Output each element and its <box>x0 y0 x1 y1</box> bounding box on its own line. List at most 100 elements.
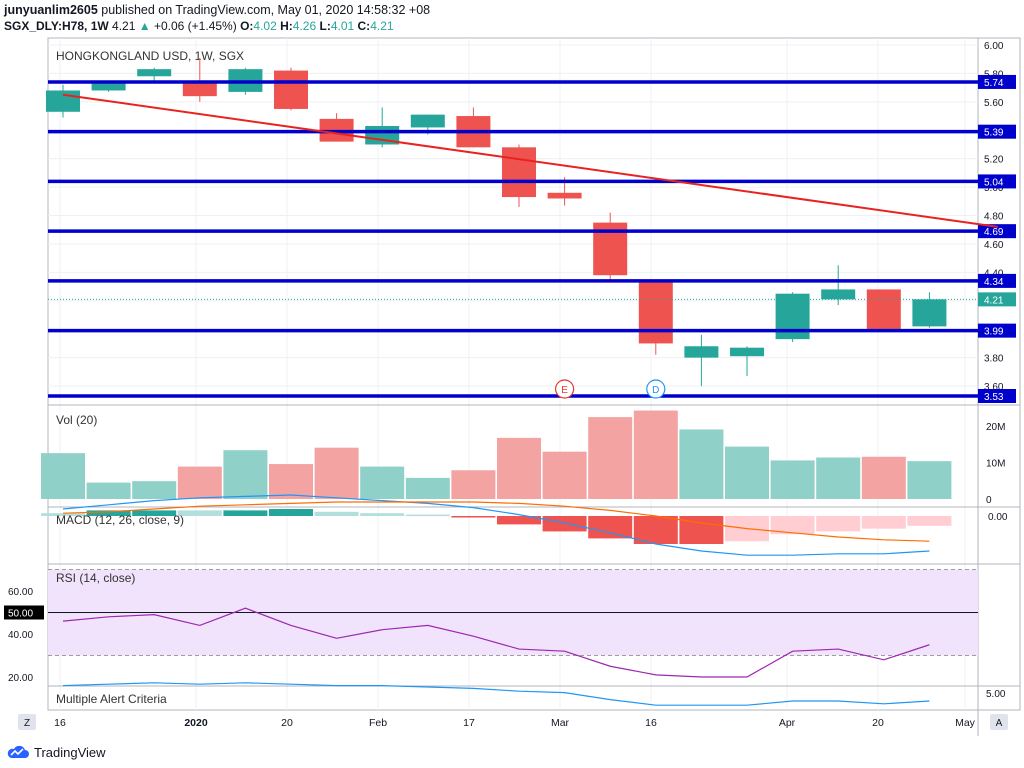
ohlc-line: SGX_DLY:H78, 1W 4.21 ▲ +0.06 (+1.45%) O:… <box>4 18 1020 34</box>
volume-bar <box>497 437 541 499</box>
candle <box>821 265 856 306</box>
macd-histogram-bar <box>314 511 359 516</box>
candle <box>319 113 354 142</box>
candle-body <box>91 81 126 91</box>
open-key: O: <box>240 19 254 33</box>
price-level-label: 5.04 <box>984 177 1004 188</box>
price-tick-label: 5.00 <box>984 183 1004 194</box>
zoom-button-label: Z <box>24 718 30 729</box>
volume-bar <box>451 470 496 499</box>
price-level-tag <box>978 74 1016 89</box>
macd-histogram-bar <box>41 513 85 516</box>
rsi-midline-tag <box>4 605 44 620</box>
rsi-tick-label: 60.00 <box>8 587 33 598</box>
auto-scale-button[interactable] <box>990 714 1008 730</box>
price-tick-label: 5.20 <box>984 155 1004 166</box>
candle <box>638 279 673 355</box>
volume-tick-label: 20M <box>986 422 1005 433</box>
tradingview-logo[interactable]: TradingView <box>6 742 106 762</box>
volume-bar <box>633 410 678 499</box>
time-axis-label: 16 <box>54 717 66 729</box>
macd-histogram-bar <box>497 516 541 525</box>
chart-canvas[interactable]: 3.603.804.004.204.404.604.805.005.205.40… <box>0 0 1024 742</box>
rsi-line <box>62 607 930 678</box>
time-axis-label: May <box>955 717 976 729</box>
price-tick-label: 5.60 <box>984 98 1004 109</box>
rsi-tick-label: 40.00 <box>8 630 33 641</box>
close-key: C: <box>357 19 371 33</box>
publish-line: junyuanlim2605 published on TradingView.… <box>4 2 1020 18</box>
candle-body <box>638 279 673 344</box>
candle-body <box>547 192 582 199</box>
price-level-label: 3.53 <box>984 392 1004 403</box>
candle-body <box>410 114 445 128</box>
earnings-event-marker <box>554 379 575 399</box>
event-marker-label: E <box>561 385 568 396</box>
macd-histogram-bar <box>542 516 587 532</box>
candle-body <box>137 69 172 77</box>
alert-pane-title: Multiple Alert Criteria <box>56 692 167 706</box>
price-tick-label: 3.60 <box>984 382 1004 393</box>
macd-line <box>62 494 930 556</box>
candle <box>456 107 491 148</box>
time-axis-label: Mar <box>551 717 570 729</box>
candle-body <box>182 81 217 97</box>
macd-histogram-bar <box>451 516 496 518</box>
time-axis-label: 20 <box>872 717 884 729</box>
volume-bar <box>770 460 815 499</box>
author-name[interactable]: junyuanlim2605 <box>4 3 98 17</box>
price-tick-label: 6.00 <box>984 41 1004 52</box>
alert-line <box>62 682 930 706</box>
candle <box>502 144 536 207</box>
volume-bar <box>314 447 359 499</box>
time-axis-label: Apr <box>779 717 796 729</box>
current-price-label: 4.21 <box>984 295 1004 306</box>
price-level-tag <box>978 389 1016 403</box>
price-tick-label: 4.40 <box>984 268 1004 279</box>
price-level-label: 4.34 <box>984 277 1004 288</box>
open-value: 4.02 <box>253 19 277 33</box>
symbol-label: SGX_DLY:H78, 1W <box>4 19 109 33</box>
price-change: +0.06 (+1.45%) <box>153 19 237 33</box>
price-level-label: 4.69 <box>984 227 1004 238</box>
volume-bar <box>725 446 769 499</box>
candle <box>866 289 901 331</box>
price-pane-title: HONGKONGLAND USD, 1W, SGX <box>56 49 244 63</box>
volume-bar <box>132 481 177 499</box>
volume-bar <box>41 453 85 499</box>
high-value: 4.26 <box>292 19 317 33</box>
price-tick-label: 4.80 <box>984 212 1004 223</box>
macd-histogram-bar <box>86 510 131 516</box>
candle-body <box>821 289 856 300</box>
signal-line <box>62 501 930 542</box>
time-axis-label: 2020 <box>184 717 208 729</box>
volume-bar <box>816 457 861 499</box>
price-level-label: 5.39 <box>984 128 1004 139</box>
macd-tick-label: 0.00 <box>988 512 1008 523</box>
dividend-event-marker <box>646 379 666 399</box>
rsi-tick-label: 20.00 <box>8 673 33 684</box>
macd-pane-title: MACD (12, 26, close, 9) <box>56 513 184 527</box>
time-axis-label: 17 <box>463 717 475 729</box>
time-axis-label: 20 <box>281 717 293 729</box>
volume-bar <box>405 477 450 499</box>
price-level-tag <box>978 124 1016 139</box>
time-axis-label: 16 <box>645 717 657 729</box>
high-key: H: <box>280 19 293 33</box>
last-price: 4.21 <box>112 19 136 33</box>
volume-pane-title: Vol (20) <box>56 413 97 427</box>
zoom-button[interactable] <box>18 714 36 730</box>
chart-frame <box>47 37 1021 711</box>
price-tick-label: 5.80 <box>984 69 1004 80</box>
macd-histogram-bar <box>588 516 633 539</box>
volume-bar <box>907 461 952 499</box>
candle <box>593 212 628 280</box>
price-tick-label: 4.60 <box>984 240 1004 251</box>
rsi-pane-title: RSI (14, close) <box>56 571 135 585</box>
candle-body <box>502 147 536 198</box>
macd-histogram-bar <box>132 510 177 516</box>
price-level-label: 3.99 <box>984 327 1004 338</box>
rsi-midline-label: 50.00 <box>8 609 33 620</box>
volume-bar <box>542 451 587 499</box>
macd-histogram-bar <box>770 516 815 535</box>
